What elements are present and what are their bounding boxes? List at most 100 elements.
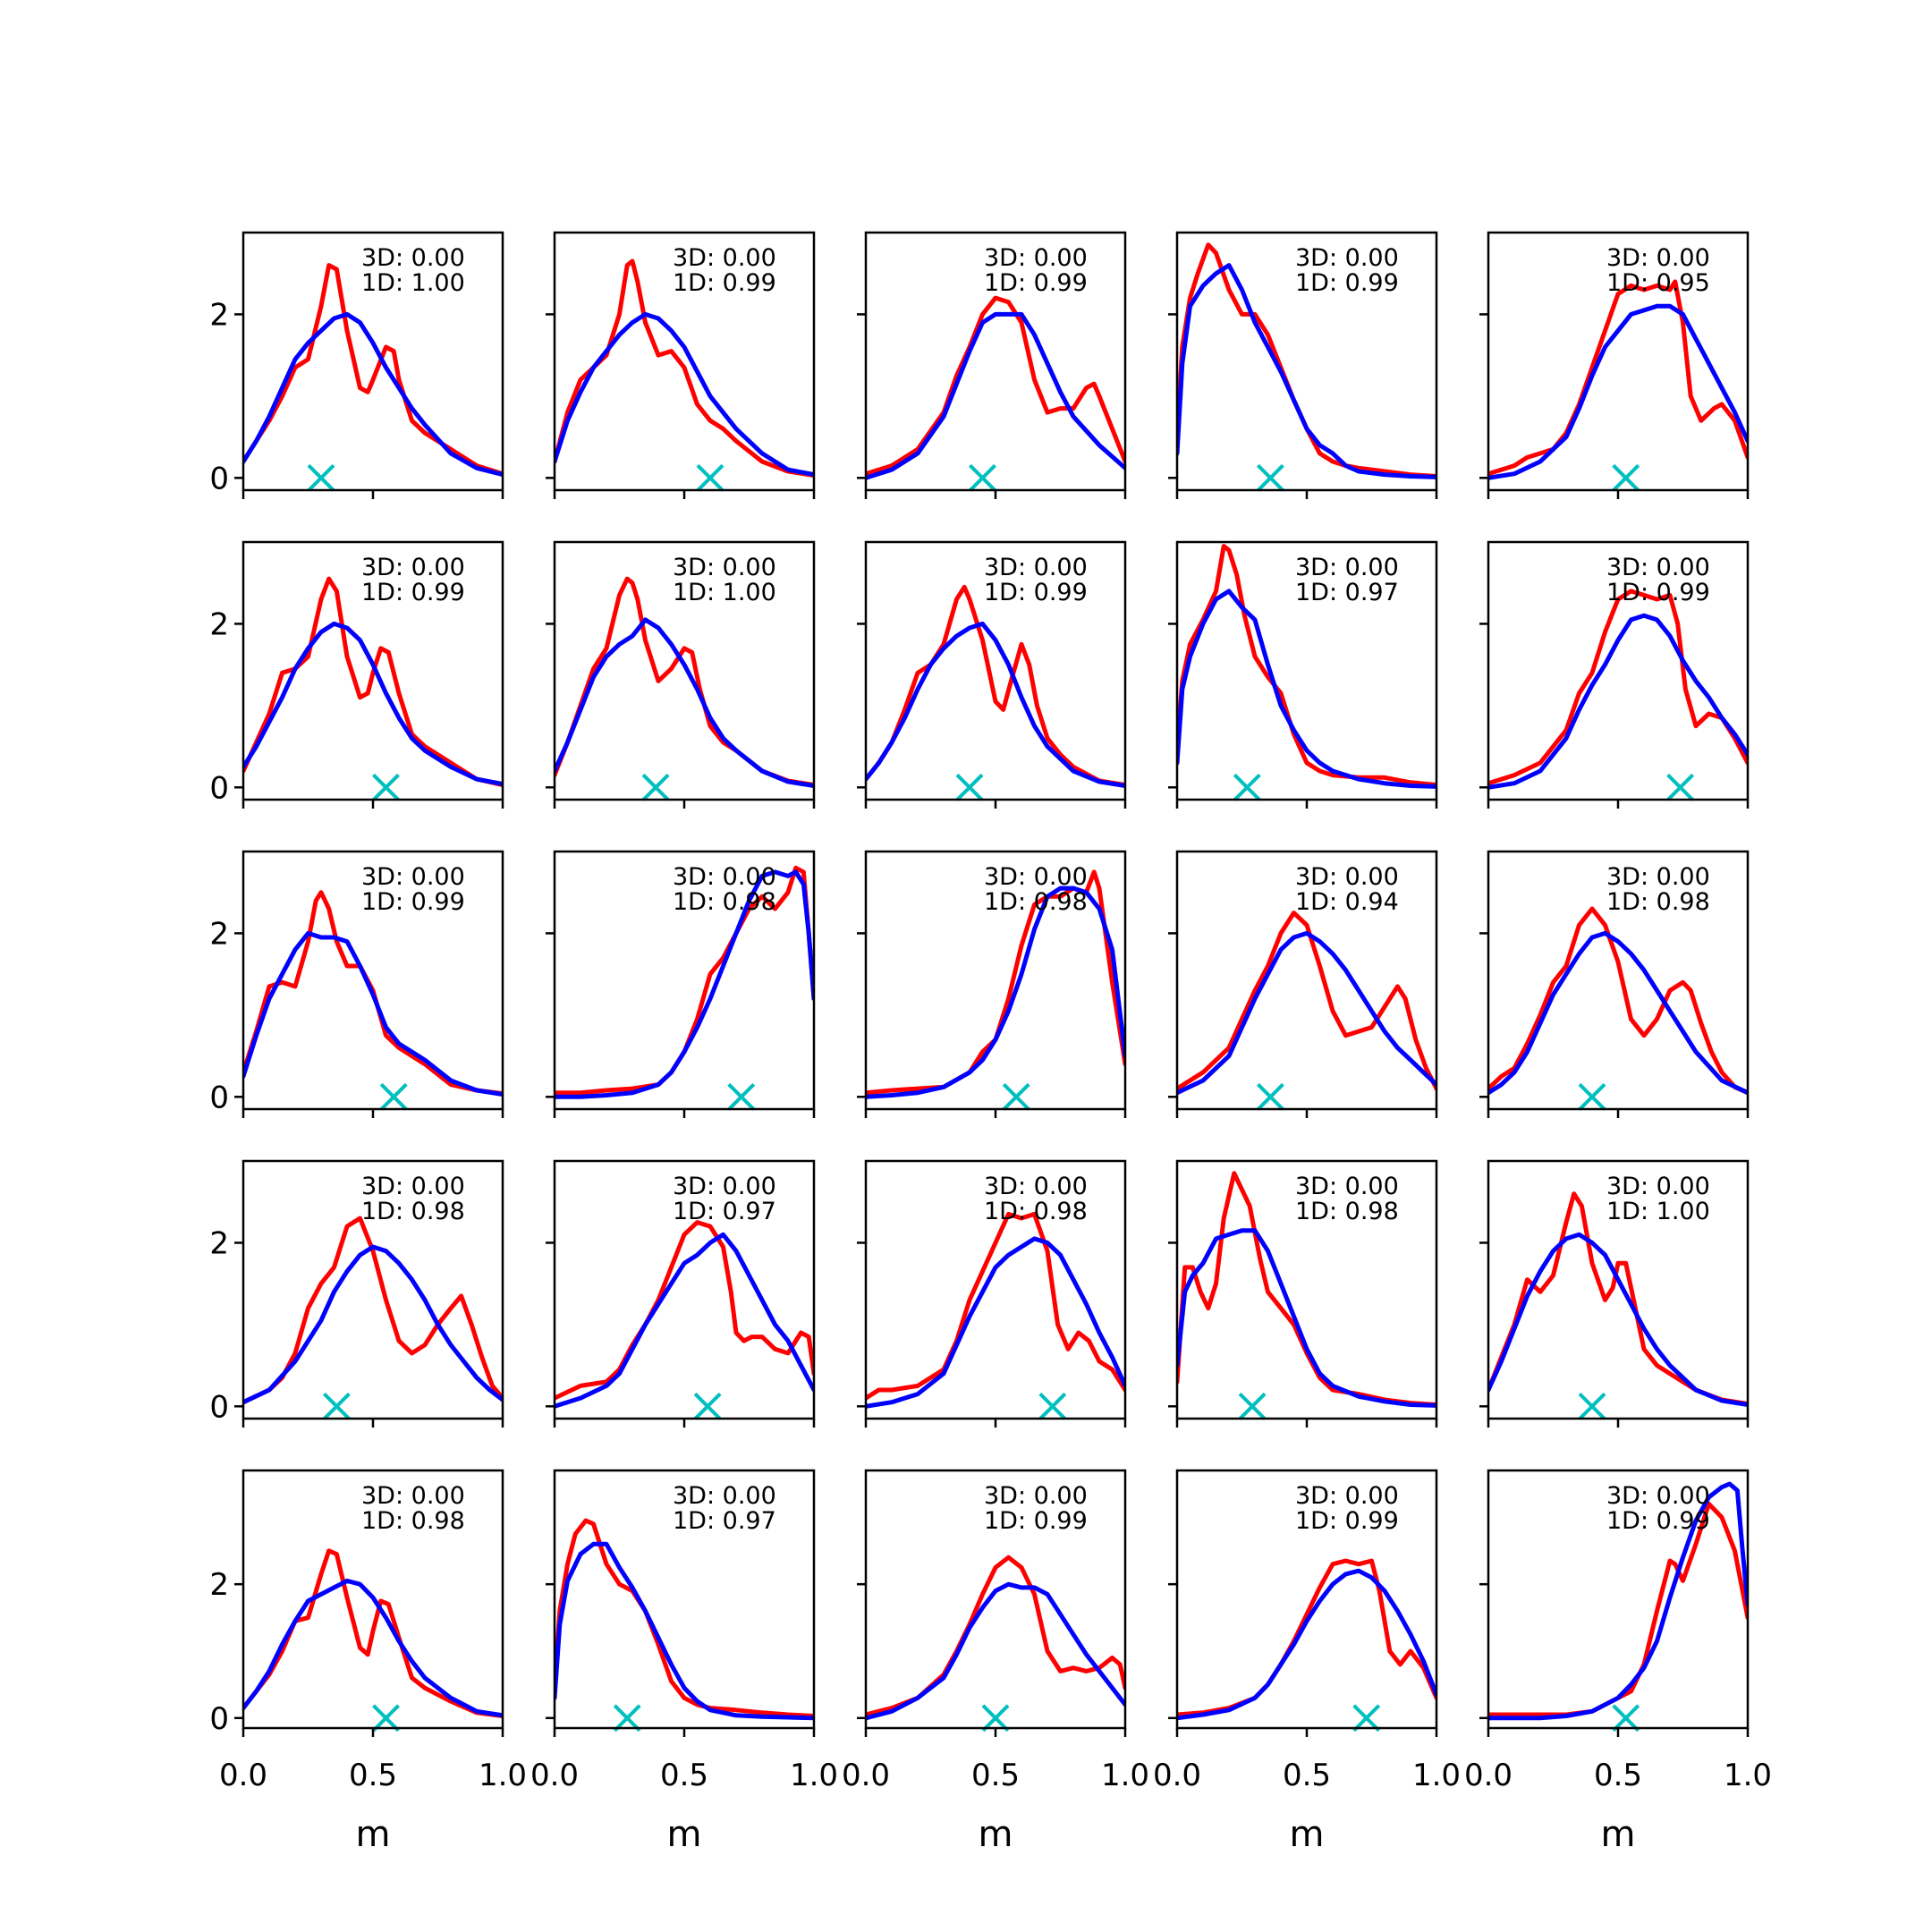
y-tick-label: 2 — [209, 1567, 229, 1603]
series-blue-line — [1488, 303, 1748, 480]
panel-annotation: 1D: 0.99 — [1295, 1507, 1399, 1535]
series-red-line — [866, 1211, 1125, 1401]
panel-annotation: 1D: 0.98 — [984, 888, 1088, 916]
panel-annotation: 3D: 0.00 — [984, 244, 1088, 272]
y-tick-label: 0 — [209, 770, 229, 806]
panel-annotation: 1D: 0.98 — [361, 1198, 465, 1225]
panel-annotation: 3D: 0.00 — [984, 863, 1088, 891]
panel-annotation: 3D: 0.00 — [673, 863, 776, 891]
x-marker — [322, 1392, 351, 1420]
y-tick-label: 2 — [209, 1225, 229, 1261]
y-tick-label: 2 — [209, 606, 229, 642]
panel-annotation: 1D: 0.99 — [361, 888, 465, 916]
series-blue-line — [866, 1581, 1125, 1721]
series-red-line — [1177, 1558, 1436, 1717]
series-red-line — [243, 1216, 503, 1405]
panel-annotation: 1D: 0.99 — [1295, 269, 1399, 297]
series-red-line — [866, 584, 1125, 787]
x-tick-label: 0.0 — [530, 1758, 579, 1793]
x-marker — [307, 463, 335, 492]
x-tick-label: 0.5 — [1594, 1758, 1642, 1793]
y-tick-label: 0 — [209, 1701, 229, 1737]
panel-annotation: 1D: 1.00 — [1606, 1198, 1710, 1225]
x-marker — [1612, 1704, 1640, 1733]
x-tick-label: 1.0 — [479, 1758, 527, 1793]
panel-annotation: 3D: 0.00 — [361, 1173, 465, 1200]
panel-annotation: 3D: 0.00 — [673, 1173, 776, 1200]
series-blue-line — [1488, 613, 1748, 790]
x-marker — [1256, 1082, 1284, 1111]
series-red-line — [243, 1548, 503, 1718]
series-blue-line — [243, 311, 503, 478]
series-red-line — [1488, 279, 1748, 477]
series-red-line — [1177, 911, 1436, 1091]
panel-annotation: 1D: 0.99 — [1606, 1507, 1710, 1535]
series-red-line — [1488, 906, 1748, 1096]
panel-annotation: 3D: 0.00 — [1295, 244, 1399, 272]
series-red-line — [866, 295, 1125, 477]
panel-annotation: 1D: 0.99 — [673, 269, 776, 297]
x-tick-label: 0.0 — [1153, 1758, 1201, 1793]
series-blue-line — [555, 1541, 814, 1721]
series-blue-line — [1488, 1481, 1748, 1721]
x-marker — [693, 1392, 722, 1420]
x-marker — [1038, 1392, 1067, 1420]
series-red-line — [555, 865, 814, 1096]
series-blue-line — [1177, 1228, 1436, 1408]
x-tick-label: 0.5 — [660, 1758, 708, 1793]
panel-annotation: 1D: 0.97 — [673, 1507, 776, 1535]
x-axis-label: m — [1290, 1814, 1325, 1855]
series-blue-line — [243, 930, 503, 1097]
series-red-line — [866, 1555, 1125, 1717]
panel-annotation: 1D: 0.99 — [984, 579, 1088, 606]
panel-annotation: 1D: 0.98 — [1606, 888, 1710, 916]
x-tick-label: 1.0 — [790, 1758, 838, 1793]
panel-annotation: 3D: 0.00 — [1295, 1482, 1399, 1510]
series-red-line — [1488, 589, 1748, 786]
x-tick-label: 1.0 — [1101, 1758, 1149, 1793]
x-marker — [372, 773, 400, 801]
panel-annotation: 3D: 0.00 — [361, 863, 465, 891]
series-blue-line — [1177, 930, 1436, 1096]
series-red-line — [243, 576, 503, 787]
x-marker — [981, 1704, 1010, 1733]
x-marker — [1612, 463, 1640, 492]
panel-annotation: 3D: 0.00 — [1606, 554, 1710, 581]
series-red-line — [243, 263, 503, 477]
series-red-line — [1488, 1501, 1748, 1717]
series-blue-line — [1177, 263, 1436, 479]
x-tick-label: 0.5 — [1283, 1758, 1331, 1793]
x-marker — [1233, 773, 1261, 801]
x-marker — [1666, 773, 1695, 801]
series-blue-line — [1488, 930, 1748, 1096]
x-marker — [727, 1082, 756, 1111]
x-axis-label: m — [979, 1814, 1013, 1855]
series-blue-line — [555, 869, 814, 1099]
series-blue-line — [866, 1236, 1125, 1409]
series-blue-line — [1177, 1568, 1436, 1721]
panel-annotation: 1D: 0.99 — [1606, 579, 1710, 606]
x-marker — [372, 1704, 400, 1733]
y-tick-label: 2 — [209, 916, 229, 952]
series-blue-line — [1488, 1232, 1748, 1407]
panel-annotation: 3D: 0.00 — [361, 1482, 465, 1510]
x-marker — [969, 463, 996, 492]
x-marker — [1256, 463, 1284, 492]
series-blue-line — [243, 1244, 503, 1405]
x-marker — [641, 773, 670, 801]
x-marker — [613, 1704, 641, 1733]
